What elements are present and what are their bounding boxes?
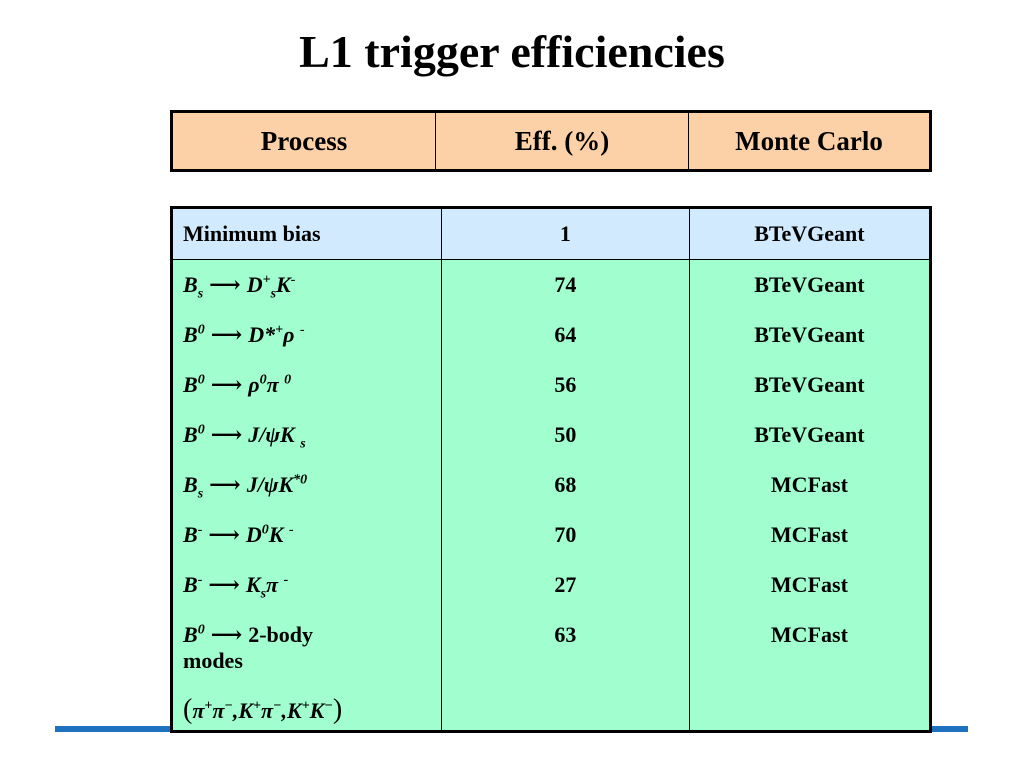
table-row: B0 ⟶ 2-body modes (π+π−,K+π−,K+K−) 63 MCFas… bbox=[171, 609, 932, 732]
process-cell: B- ⟶ Ksπ - bbox=[171, 559, 442, 610]
process-cell: B0 ⟶ ρ0π 0 bbox=[171, 359, 442, 410]
eff-cell: 56 bbox=[440, 359, 690, 410]
table-row: Bs ⟶ J/ψK*0 68 MCFast bbox=[171, 459, 932, 510]
mc-cell: BTeVGeant bbox=[688, 259, 932, 310]
blue-rule-right bbox=[928, 726, 968, 732]
mc-cell: BTeVGeant bbox=[688, 207, 932, 260]
process-cell: B0 ⟶ 2-body modes (π+π−,K+π−,K+K−) bbox=[171, 609, 442, 732]
process-formula: Bs ⟶ J/ψK*0 bbox=[183, 471, 308, 501]
process-text: Minimum bias bbox=[183, 221, 321, 246]
eff-cell: 1 bbox=[440, 207, 690, 260]
table-row: B- ⟶ Ksπ - 27 MCFast bbox=[171, 559, 932, 610]
arrow-icon: ⟶ bbox=[208, 521, 240, 547]
mc-cell: BTeVGeant bbox=[688, 359, 932, 410]
process-cell: Bs ⟶ D+sK- bbox=[171, 259, 442, 310]
process-cell: B0 ⟶ J/ψK s bbox=[171, 409, 442, 460]
arrow-icon: ⟶ bbox=[210, 621, 243, 647]
page-title: L1 trigger efficiencies bbox=[299, 26, 725, 77]
eff-cell: 27 bbox=[440, 559, 690, 610]
table-row: B- ⟶ D0K - 70 MCFast bbox=[171, 509, 932, 560]
eff-cell: 63 bbox=[440, 609, 690, 732]
arrow-icon: ⟶ bbox=[210, 321, 243, 347]
header-table: Process Eff. (%) Monte Carlo bbox=[170, 110, 932, 172]
eff-cell: 70 bbox=[440, 509, 690, 560]
process-formula: B- ⟶ D0K - bbox=[183, 521, 294, 547]
process-formula: B- ⟶ Ksπ - bbox=[183, 571, 289, 601]
mc-cell: MCFast bbox=[688, 559, 932, 610]
mc-cell: MCFast bbox=[688, 609, 932, 732]
process-cell: B0 ⟶ D*+ρ - bbox=[171, 309, 442, 360]
arrow-icon: ⟶ bbox=[210, 421, 243, 447]
arrow-icon: ⟶ bbox=[210, 371, 243, 397]
process-cell: Minimum bias bbox=[171, 207, 442, 260]
efficiency-table: Minimum bias 1 BTeVGeant Bs ⟶ D+sK- 74 BTe… bbox=[170, 206, 932, 733]
mc-cell: BTeVGeant bbox=[688, 409, 932, 460]
table-row: Bs ⟶ D+sK- 74 BTeVGeant bbox=[171, 259, 932, 310]
header-eff: Eff. (%) bbox=[435, 111, 689, 171]
process-formula: B0 ⟶ 2-body modes bbox=[183, 621, 314, 673]
header-process: Process bbox=[171, 111, 436, 171]
table-row: B0 ⟶ ρ0π 0 56 BTeVGeant bbox=[171, 359, 932, 410]
process-cell: Bs ⟶ J/ψK*0 bbox=[171, 459, 442, 510]
process-formula: B0 ⟶ J/ψK s bbox=[183, 421, 306, 451]
arrow-icon: ⟶ bbox=[209, 272, 241, 297]
process-cell: B- ⟶ D0K - bbox=[171, 509, 442, 560]
mc-cell: MCFast bbox=[688, 509, 932, 560]
table-row: B0 ⟶ D*+ρ - 64 BTeVGeant bbox=[171, 309, 932, 360]
process-formula: B0 ⟶ ρ0π 0 bbox=[183, 371, 292, 397]
blue-rule-left bbox=[55, 726, 175, 732]
header-row: Process Eff. (%) Monte Carlo bbox=[171, 111, 931, 171]
eff-cell: 64 bbox=[440, 309, 690, 360]
arrow-icon: ⟶ bbox=[209, 471, 241, 497]
eff-cell: 50 bbox=[440, 409, 690, 460]
process-formula: Bs ⟶ D+sK- bbox=[183, 272, 296, 302]
eff-cell: 68 bbox=[440, 459, 690, 510]
eff-cell: 74 bbox=[440, 259, 690, 310]
table-row: Minimum bias 1 BTeVGeant bbox=[171, 207, 932, 260]
process-subtext: (π+π−,K+π−,K+K−) bbox=[183, 693, 343, 725]
mc-cell: MCFast bbox=[688, 459, 932, 510]
table-row: B0 ⟶ J/ψK s 50 BTeVGeant bbox=[171, 409, 932, 460]
process-formula: B0 ⟶ D*+ρ - bbox=[183, 321, 305, 347]
mc-cell: BTeVGeant bbox=[688, 309, 932, 360]
header-mc: Monte Carlo bbox=[688, 111, 931, 171]
arrow-icon: ⟶ bbox=[208, 571, 240, 597]
